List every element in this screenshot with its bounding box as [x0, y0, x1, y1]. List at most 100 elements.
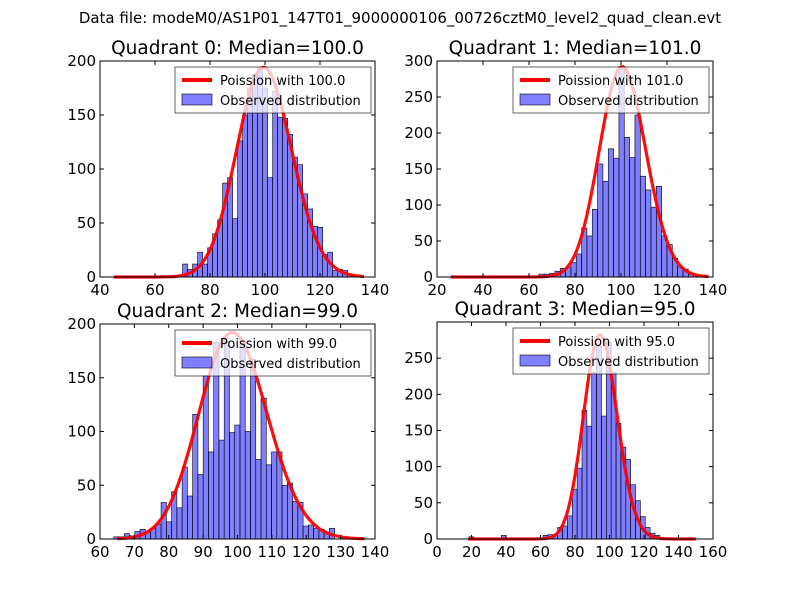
legend-observed-swatch-icon [519, 354, 551, 367]
x-tick-label: 120 [292, 543, 321, 561]
legend-observed-label: Observed distribution [220, 94, 361, 109]
subplot-title: Quadrant 1: Median=101.0 [449, 38, 702, 59]
histogram-bar [586, 425, 593, 540]
histogram-bar [292, 501, 299, 540]
x-tick-label: 100 [251, 281, 280, 299]
histogram-bar [629, 157, 636, 278]
legend: Poission with 95.0 Observed distribution [512, 327, 710, 375]
y-tick-label: 0 [423, 268, 433, 286]
histogram-bar [575, 253, 582, 278]
histogram-bar [602, 180, 609, 278]
legend-poisson-label: Poission with 95.0 [558, 335, 675, 350]
histogram-bar [202, 263, 208, 278]
legend: Poission with 100.0 Observed distribution [174, 66, 372, 114]
y-tick-label: 150 [67, 369, 96, 387]
x-tick-label: 60 [145, 281, 164, 299]
histogram-bar [187, 495, 193, 540]
y-tick-label: 0 [86, 268, 96, 286]
legend-poisson-label: Poission with 99.0 [220, 337, 337, 352]
histogram-bar [634, 114, 641, 278]
x-tick-label: 60 [90, 543, 109, 561]
legend-observed-swatch-icon [181, 356, 213, 369]
x-tick-label: 130 [326, 543, 355, 561]
x-tick-label: 80 [565, 281, 584, 299]
x-tick-label: 0 [432, 543, 442, 561]
x-tick-label: 60 [531, 543, 550, 561]
histogram-bar [229, 432, 236, 540]
histogram-bar [576, 467, 583, 540]
x-tick-label: 90 [194, 543, 213, 561]
legend-poisson-label: Poission with 101.0 [558, 74, 683, 89]
histogram-bar [247, 87, 253, 278]
legend-box [512, 66, 710, 114]
y-tick-label: 250 [404, 349, 433, 367]
legend-box [174, 66, 372, 114]
histogram-bar [332, 270, 339, 278]
legend-poisson-label: Poission with 100.0 [220, 74, 345, 89]
subplot-title: Quadrant 2: Median=99.0 [117, 301, 358, 322]
subplot-quadrant-0: 40 60 80 100 120 140 0 50 100 150 200 Quadrant 0: M… [67, 38, 389, 299]
histogram-bar [313, 527, 320, 540]
x-tick-label: 140 [361, 281, 390, 299]
legend-box [512, 327, 710, 375]
subplot-title: Quadrant 3: Median=95.0 [454, 299, 695, 320]
histogram-bar [623, 137, 630, 278]
histogram-bar [181, 466, 188, 540]
histogram-bar [277, 116, 283, 278]
y-tick-label: 150 [404, 422, 433, 440]
histogram-bar [260, 397, 267, 540]
x-tick-label: 40 [473, 281, 492, 299]
y-tick-label: 50 [77, 214, 96, 232]
histogram-bar [281, 484, 288, 540]
legend-observed-label: Observed distribution [558, 94, 699, 109]
x-tick-label: 140 [699, 281, 728, 299]
subplot-quadrant-3: 0 20 40 60 80 100 120 140 160 0 50 100 150 200 250 Quad… [404, 299, 727, 561]
histogram-bar [232, 218, 238, 278]
histogram-bar [271, 451, 278, 540]
x-tick-label: 80 [159, 543, 178, 561]
y-tick-label: 0 [423, 530, 433, 548]
x-tick-label: 110 [258, 543, 287, 561]
x-tick-label: 80 [565, 543, 584, 561]
histogram-bar [272, 90, 278, 278]
y-tick-label: 50 [414, 232, 433, 250]
histogram-bar [208, 451, 214, 540]
x-tick-label: 120 [306, 281, 335, 299]
y-tick-label: 100 [404, 458, 433, 476]
y-tick-label: 150 [67, 106, 96, 124]
histogram-bar [571, 488, 578, 540]
histogram-bar [639, 175, 646, 278]
histogram-bar [267, 177, 273, 278]
x-tick-label: 100 [223, 543, 252, 561]
histogram-bar [197, 474, 204, 540]
y-tick-label: 300 [404, 52, 433, 70]
histogram-bar [160, 502, 167, 540]
y-tick-label: 50 [77, 476, 96, 494]
legend-observed-label: Observed distribution [558, 355, 699, 370]
x-tick-label: 70 [125, 543, 144, 561]
y-tick-label: 100 [404, 196, 433, 214]
histogram-bar [596, 345, 602, 540]
x-tick-label: 40 [90, 281, 109, 299]
histogram-bar [308, 524, 314, 540]
x-tick-label: 140 [664, 543, 693, 561]
histogram-bar [597, 163, 604, 278]
histogram-bar [650, 206, 657, 278]
histogram-bar [265, 464, 272, 540]
x-tick-label: 160 [699, 543, 728, 561]
histogram-bar [262, 87, 268, 278]
y-tick-label: 50 [414, 494, 433, 512]
x-tick-label: 80 [200, 281, 219, 299]
histogram-bar [250, 359, 257, 540]
y-tick-label: 200 [404, 124, 433, 142]
subplot-quadrant-1: 20 40 60 80 100 120 140 0 50 100 150 200 250 300 Quadr… [404, 38, 727, 299]
legend-observed-swatch-icon [519, 93, 551, 106]
histogram-bar [645, 189, 652, 278]
y-tick-label: 200 [404, 385, 433, 403]
x-tick-label: 40 [496, 543, 515, 561]
histogram-bar [601, 415, 607, 540]
histogram-bar [607, 148, 614, 278]
legend-observed-swatch-icon [181, 93, 213, 106]
legend: Poission with 101.0 Observed distribution [512, 66, 710, 114]
